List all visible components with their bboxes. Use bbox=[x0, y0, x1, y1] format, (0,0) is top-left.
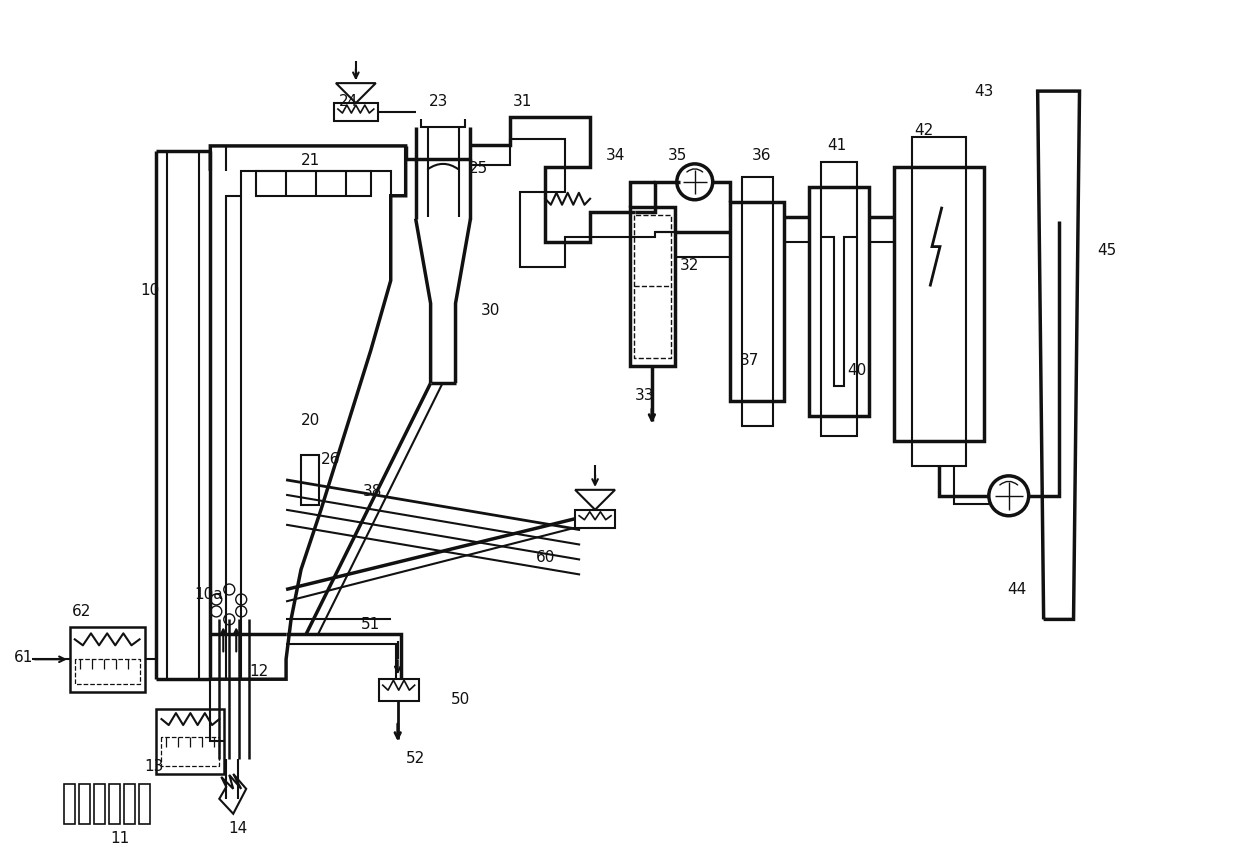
Text: 26: 26 bbox=[321, 452, 341, 468]
Text: 35: 35 bbox=[668, 148, 687, 164]
Bar bbox=[69, 627, 145, 692]
Bar bbox=[378, 679, 419, 701]
Bar bbox=[729, 202, 785, 401]
Circle shape bbox=[211, 594, 222, 605]
Bar bbox=[156, 709, 224, 774]
Bar bbox=[301, 455, 319, 505]
Text: 50: 50 bbox=[451, 692, 470, 707]
Text: 32: 32 bbox=[680, 258, 699, 273]
Circle shape bbox=[211, 606, 222, 617]
Bar bbox=[575, 510, 615, 527]
Text: 33: 33 bbox=[635, 388, 655, 403]
Text: 36: 36 bbox=[751, 148, 771, 164]
Text: 13: 13 bbox=[144, 759, 164, 774]
Text: 11: 11 bbox=[110, 831, 129, 846]
Bar bbox=[109, 784, 119, 824]
Text: 44: 44 bbox=[1007, 582, 1027, 597]
Circle shape bbox=[677, 164, 713, 200]
Text: 12: 12 bbox=[249, 663, 269, 679]
Text: 14: 14 bbox=[228, 821, 248, 837]
Text: 10a: 10a bbox=[193, 587, 223, 602]
Text: 10: 10 bbox=[140, 283, 159, 298]
Text: 25: 25 bbox=[469, 161, 489, 177]
Text: 45: 45 bbox=[1097, 243, 1116, 258]
Text: 21: 21 bbox=[301, 153, 321, 168]
Text: 34: 34 bbox=[605, 148, 625, 164]
Circle shape bbox=[988, 475, 1029, 516]
Bar bbox=[810, 187, 869, 416]
Text: 52: 52 bbox=[405, 752, 425, 766]
Circle shape bbox=[236, 594, 247, 605]
Circle shape bbox=[223, 584, 234, 595]
Text: 43: 43 bbox=[975, 84, 993, 99]
Bar bbox=[79, 784, 89, 824]
Polygon shape bbox=[219, 774, 247, 814]
Text: 37: 37 bbox=[740, 352, 759, 368]
Bar bbox=[257, 171, 371, 196]
Text: 42: 42 bbox=[914, 124, 934, 139]
Bar bbox=[334, 103, 378, 121]
Text: 24: 24 bbox=[340, 94, 358, 108]
Text: 38: 38 bbox=[363, 484, 382, 500]
Bar bbox=[630, 207, 675, 366]
Text: 30: 30 bbox=[481, 303, 500, 318]
Text: 51: 51 bbox=[361, 617, 381, 632]
Circle shape bbox=[223, 614, 234, 625]
Text: 23: 23 bbox=[429, 94, 449, 108]
Text: 40: 40 bbox=[848, 363, 867, 378]
Text: 41: 41 bbox=[827, 139, 847, 153]
Polygon shape bbox=[336, 83, 376, 103]
Polygon shape bbox=[575, 490, 615, 510]
Bar bbox=[894, 167, 983, 441]
Text: 31: 31 bbox=[512, 94, 532, 108]
Bar bbox=[139, 784, 150, 824]
Text: 20: 20 bbox=[301, 412, 321, 428]
Circle shape bbox=[236, 606, 247, 617]
Text: 61: 61 bbox=[14, 650, 33, 665]
Bar bbox=[63, 784, 74, 824]
Bar bbox=[124, 784, 135, 824]
Text: 62: 62 bbox=[72, 604, 92, 619]
Bar bbox=[94, 784, 104, 824]
Text: 60: 60 bbox=[536, 550, 556, 565]
